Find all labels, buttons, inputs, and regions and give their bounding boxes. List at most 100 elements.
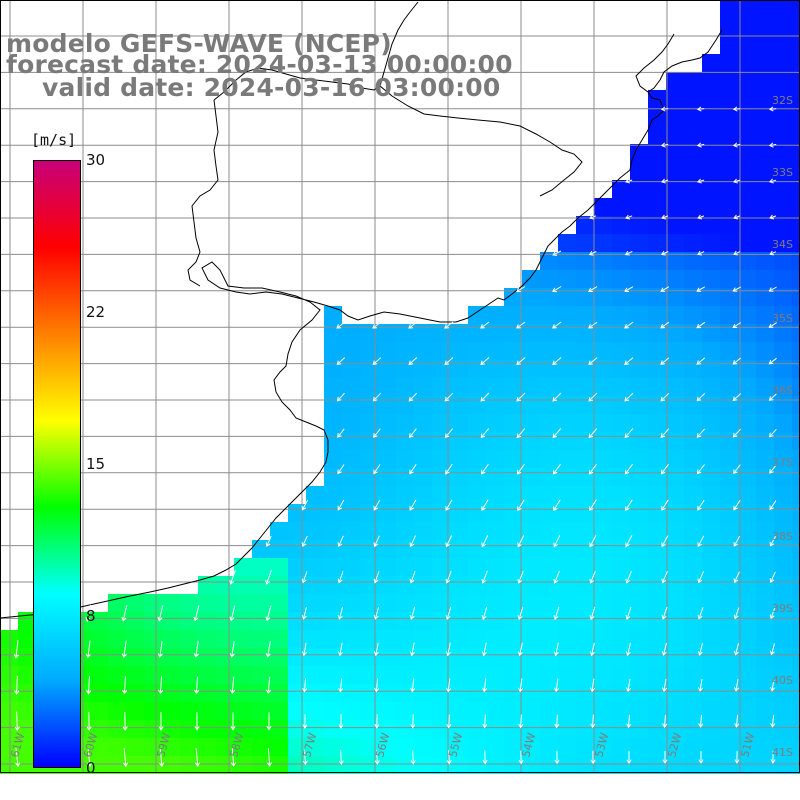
wind-arrow	[301, 606, 307, 620]
field-cell	[378, 342, 396, 360]
field-cell	[558, 648, 576, 666]
wind-arrow	[552, 428, 562, 439]
field-cell	[756, 288, 774, 306]
wind-arrow	[121, 640, 127, 659]
wind-arrow	[733, 607, 740, 620]
field-cell	[792, 468, 800, 486]
field-cell	[324, 702, 342, 720]
field-cell	[162, 666, 180, 684]
lon-label: 60W	[81, 731, 100, 759]
field-cell	[738, 486, 756, 504]
field-cell	[792, 450, 800, 468]
field-cell	[684, 612, 702, 630]
wind-arrow	[696, 321, 706, 329]
field-cell	[558, 360, 576, 378]
field-cell	[504, 630, 522, 648]
field-cell	[738, 36, 756, 54]
wind-arrow	[625, 178, 633, 184]
field-cell	[468, 648, 486, 666]
field-cell	[702, 144, 720, 162]
field-cell	[270, 666, 288, 684]
field-cell	[450, 648, 468, 666]
field-cell	[576, 702, 594, 720]
wind-arrow	[336, 321, 346, 329]
field-cell	[756, 144, 774, 162]
field-cell	[288, 522, 306, 540]
field-cell	[216, 576, 234, 594]
field-cell	[756, 522, 774, 540]
field-cell	[594, 234, 612, 252]
field-cell	[612, 414, 630, 432]
field-cell	[756, 306, 774, 324]
field-cell	[738, 504, 756, 522]
field-cell	[594, 576, 612, 594]
wind-arrow	[769, 500, 777, 511]
wind-arrow	[552, 286, 562, 293]
wind-arrow	[696, 106, 705, 112]
wind-arrow	[625, 571, 632, 584]
wind-arrow	[230, 676, 236, 695]
field-cell	[648, 144, 666, 162]
field-cell	[594, 486, 612, 504]
field-cell	[738, 126, 756, 144]
wind-arrow	[516, 428, 526, 439]
field-cell	[576, 612, 594, 630]
wind-arrow	[480, 357, 490, 366]
field-cell	[432, 486, 450, 504]
field-cell	[792, 0, 800, 18]
field-cell	[774, 324, 792, 342]
field-cell	[702, 486, 720, 504]
field-cell	[342, 450, 360, 468]
field-cell	[720, 72, 738, 90]
colorbar-tick-0: 0	[86, 759, 96, 777]
field-cell	[738, 378, 756, 396]
field-cell	[756, 756, 774, 774]
field-cell	[630, 342, 648, 360]
wind-arrow	[697, 607, 704, 620]
field-cell	[630, 738, 648, 756]
wind-arrow	[697, 535, 705, 548]
field-cell	[684, 108, 702, 126]
field-cell	[756, 684, 774, 702]
wind-arrow	[624, 392, 634, 402]
field-cell	[378, 594, 396, 612]
field-cell	[792, 720, 800, 738]
field-cell	[612, 342, 630, 360]
field-cell	[576, 738, 594, 756]
field-cell	[522, 558, 540, 576]
wind-arrow	[409, 499, 417, 511]
wind-arrow	[410, 714, 416, 729]
field-cell	[702, 324, 720, 342]
field-cell	[306, 576, 324, 594]
wind-arrow	[338, 678, 344, 693]
field-cell	[756, 180, 774, 198]
field-cell	[648, 252, 666, 270]
field-cell	[666, 450, 684, 468]
field-cell	[522, 270, 540, 288]
field-cell	[18, 684, 36, 702]
field-cell	[252, 684, 270, 702]
wind-arrow	[660, 286, 670, 292]
field-cell	[18, 648, 36, 666]
field-cell	[792, 648, 800, 666]
field-cell	[720, 738, 738, 756]
field-cell	[576, 756, 594, 774]
field-cell	[756, 378, 774, 396]
field-cell	[270, 630, 288, 648]
wind-arrow	[444, 428, 453, 439]
field-cell	[594, 504, 612, 522]
field-cell	[234, 720, 252, 738]
field-cell	[630, 360, 648, 378]
field-cell	[486, 414, 504, 432]
field-cell	[612, 198, 630, 216]
field-cell	[702, 198, 720, 216]
wind-arrow	[733, 500, 741, 511]
field-cell	[720, 144, 738, 162]
wind-arrow	[589, 642, 595, 657]
field-cell	[342, 486, 360, 504]
field-cell	[666, 90, 684, 108]
field-cell	[594, 666, 612, 684]
field-cell	[684, 684, 702, 702]
field-cell	[612, 216, 630, 234]
field-cell	[288, 576, 306, 594]
